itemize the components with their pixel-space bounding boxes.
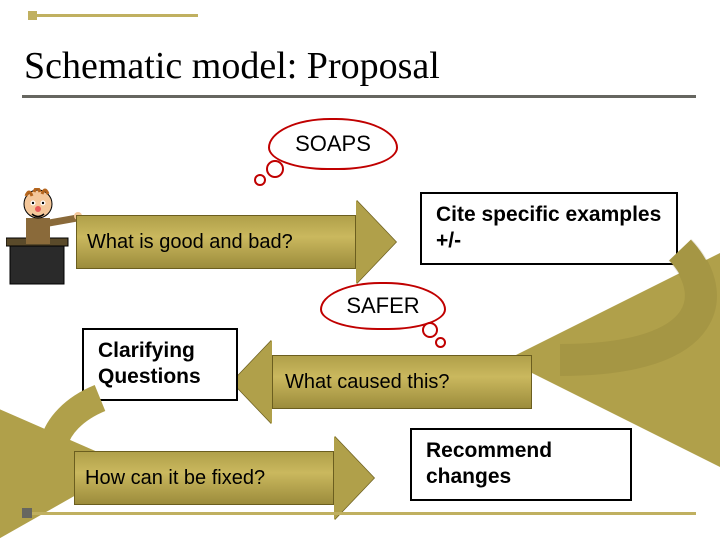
presenter-icon xyxy=(6,188,82,286)
arrow-good-bad-label: What is good and bad? xyxy=(87,231,293,254)
box-clarifying-text: Clarifying Questions xyxy=(98,339,201,388)
box-cite: Cite specific examples +/- xyxy=(420,192,678,265)
accent-top xyxy=(28,14,198,18)
box-clarifying: Clarifying Questions xyxy=(82,328,238,401)
arrow-good-bad: What is good and bad? xyxy=(76,200,396,284)
bubble-soaps-label: SOAPS xyxy=(295,131,371,157)
box-recommend: Recommend changes xyxy=(410,428,632,501)
title-underline xyxy=(22,95,696,98)
box-cite-text: Cite specific examples +/- xyxy=(436,203,661,252)
slide-frame: Schematic model: Proposal SOAPS xyxy=(0,0,720,540)
footer-square xyxy=(22,508,32,518)
bubble-safer: SAFER xyxy=(320,282,446,330)
box-recommend-text: Recommend changes xyxy=(426,439,552,488)
arrow-what-caused: What caused this? xyxy=(232,340,532,424)
arrow-how-fixed-label: How can it be fixed? xyxy=(85,467,265,490)
bubble-soaps: SOAPS xyxy=(268,118,398,170)
bubble-safer-label: SAFER xyxy=(346,293,419,319)
page-title: Schematic model: Proposal xyxy=(24,44,440,88)
arrow-how-fixed: How can it be fixed? xyxy=(74,436,374,520)
arrow-what-caused-label: What caused this? xyxy=(285,371,450,394)
footer-rule xyxy=(22,512,696,515)
